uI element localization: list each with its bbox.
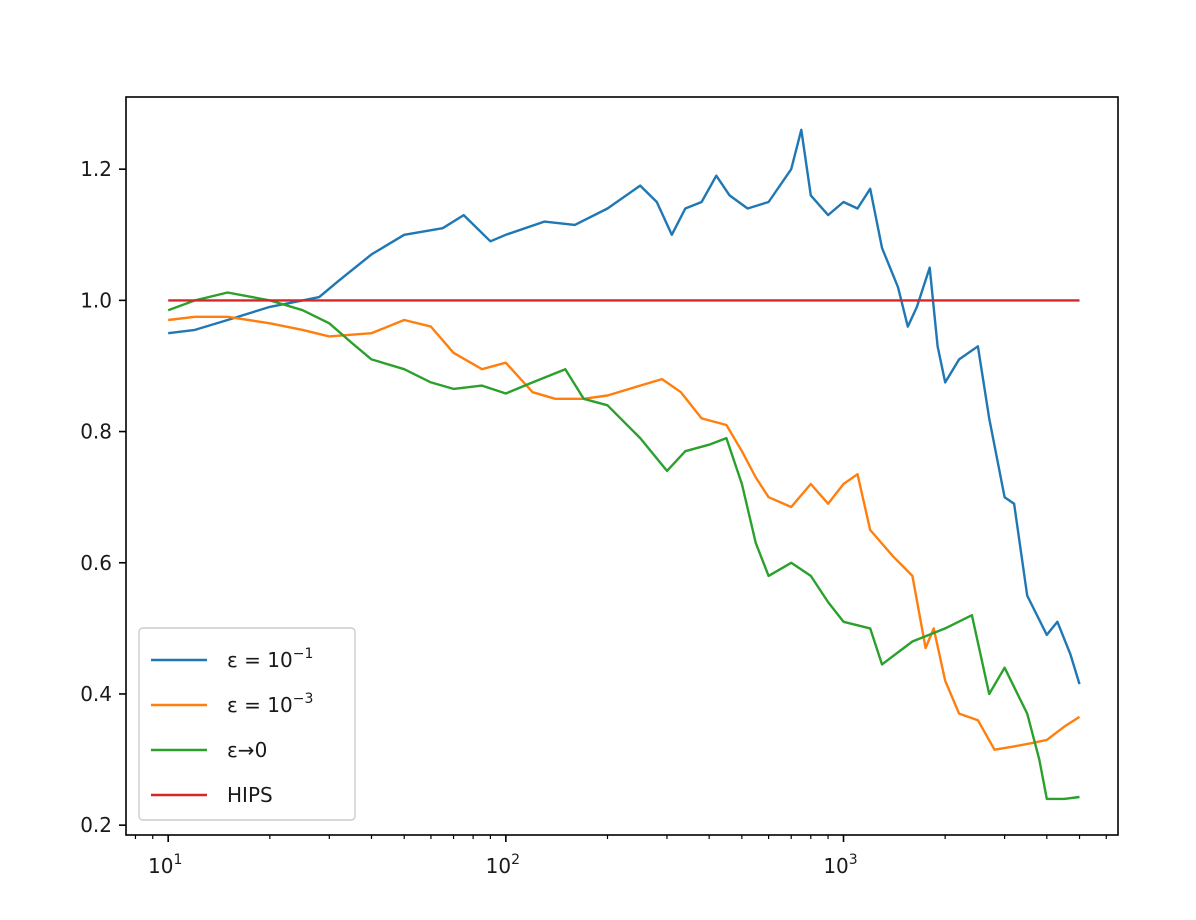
y-tick-label-4: 1.0 [80, 288, 112, 312]
x-axis-ticks: 101 102 103 [134, 835, 1107, 878]
series-line-1 [168, 315, 1081, 751]
y-tick-label-1: 0.4 [80, 682, 112, 706]
legend: ε = 10−1 ε = 10−3 ε→0 HIPS [138, 627, 356, 821]
legend-label-3: HIPS [227, 783, 273, 807]
y-tick-label-2: 0.6 [80, 551, 112, 575]
x-tick-label-2: 103 [823, 852, 857, 878]
x-tick-label-1: 102 [486, 852, 520, 878]
legend-label-0: ε = 10−1 [227, 646, 313, 672]
legend-frame [138, 627, 356, 821]
y-axis-ticks: 0.2 0.4 0.6 0.8 1.0 1.2 [80, 157, 126, 837]
y-tick-label-0: 0.2 [80, 813, 112, 837]
y-tick-label-5: 1.2 [80, 157, 112, 181]
y-tick-label-3: 0.8 [80, 420, 112, 444]
legend-label-1: ε = 10−3 [227, 691, 313, 717]
x-tick-label-0: 101 [148, 852, 182, 878]
legend-label-2: ε→0 [227, 738, 267, 762]
series-line-2 [167, 291, 1080, 801]
series-line-0 [168, 128, 1081, 685]
series-layer [167, 128, 1081, 801]
